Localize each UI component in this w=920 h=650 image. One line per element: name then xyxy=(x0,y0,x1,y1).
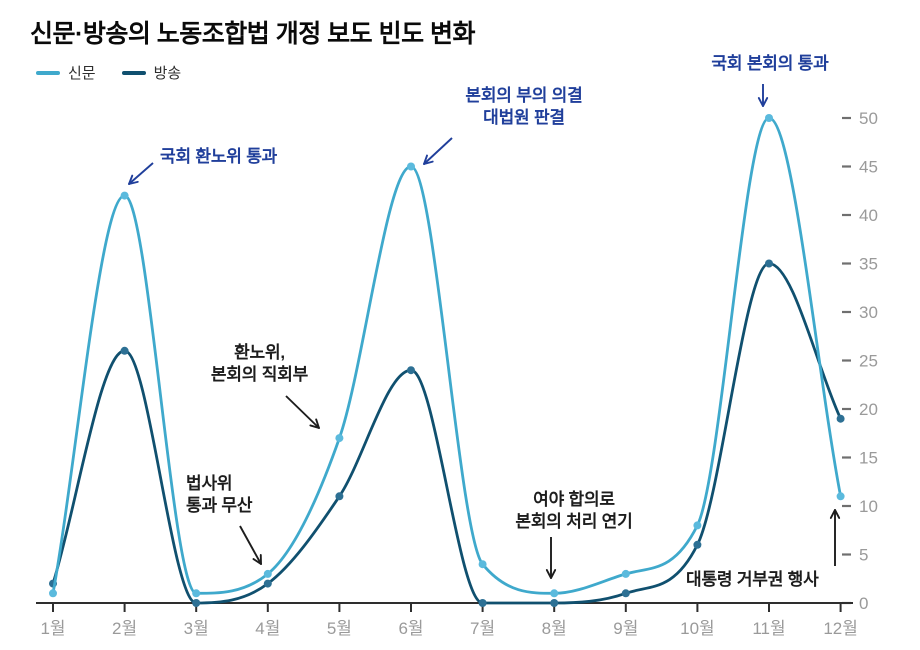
annotation-arrow xyxy=(239,525,262,565)
data-point-신문 xyxy=(550,589,559,598)
annotation-arrowhead xyxy=(423,160,434,165)
annotation-arrowhead xyxy=(128,180,139,185)
x-tick-label: 12월 xyxy=(823,619,858,638)
x-tick-label: 11월 xyxy=(752,619,785,638)
data-point-방송 xyxy=(192,599,201,607)
x-tick-label: 9월 xyxy=(613,619,638,638)
y-tick-label: 30 xyxy=(859,303,878,322)
annotation-arrowhead xyxy=(252,558,262,565)
y-tick-label: 10 xyxy=(859,497,878,516)
newspaper-line-swatch xyxy=(36,70,60,75)
annotation-arrowhead xyxy=(128,174,134,185)
y-tick-label: 45 xyxy=(859,158,878,177)
data-point-신문 xyxy=(49,589,57,598)
y-tick-label: 35 xyxy=(859,255,878,274)
data-point-방송 xyxy=(478,599,487,607)
data-point-신문 xyxy=(478,560,487,569)
series-line-방송 xyxy=(51,262,842,605)
legend-item-broadcast: 방송 xyxy=(121,62,182,83)
data-point-신문 xyxy=(335,434,344,443)
y-tick-label: 0 xyxy=(859,594,868,613)
x-tick-label: 8월 xyxy=(542,619,567,638)
data-point-방송 xyxy=(550,599,559,607)
data-point-신문 xyxy=(765,114,773,122)
legend: 신문 방송 xyxy=(36,62,181,83)
data-point-신문 xyxy=(693,521,702,530)
data-point-신문 xyxy=(621,569,630,578)
y-tick-label: 20 xyxy=(859,400,878,419)
data-point-신문 xyxy=(407,162,415,171)
data-point-방송 xyxy=(765,259,773,268)
data-point-방송 xyxy=(836,414,845,423)
legend-label-broadcast: 방송 xyxy=(153,65,182,82)
y-tick-label: 40 xyxy=(859,206,878,225)
annotation-arrowhead xyxy=(757,97,764,107)
annotation-arrow xyxy=(423,137,453,165)
y-tick-label: 5 xyxy=(859,546,868,565)
annotation-arrowhead xyxy=(834,509,841,519)
annotation-cheori-yeongi: 여야 합의로 본회의 처리 연기 xyxy=(515,490,633,532)
data-point-방송 xyxy=(693,540,702,549)
data-point-방송 xyxy=(621,589,630,598)
annotation-arrowhead xyxy=(829,509,836,519)
y-tick-label: 50 xyxy=(859,109,878,128)
annotation-arrowhead xyxy=(309,424,320,429)
x-tick-label: 3월 xyxy=(184,619,209,638)
x-tick-label: 7월 xyxy=(470,619,495,638)
annotation-arrowhead xyxy=(550,569,557,579)
data-point-신문 xyxy=(836,492,845,501)
data-point-방송 xyxy=(263,579,272,588)
annotation-bonhoeui-pass: 국회 본회의 통과 xyxy=(711,54,829,73)
annotation-arrowhead xyxy=(762,97,769,107)
x-tick-label: 1월 xyxy=(40,619,65,638)
data-point-신문 xyxy=(120,191,129,200)
data-point-방송 xyxy=(335,492,344,501)
annotation-arrowhead xyxy=(423,154,428,165)
annotation-arrow xyxy=(285,395,320,429)
legend-item-newspaper: 신문 xyxy=(36,62,96,83)
y-tick-label: 25 xyxy=(859,352,878,371)
x-tick-label: 10월 xyxy=(680,619,715,638)
chart-title: 신문·방송의 노동조합법 개정 보도 빈도 변화 xyxy=(30,20,476,48)
annotation-geobukwon: 대통령 거부권 행사 xyxy=(686,570,819,589)
data-point-신문 xyxy=(192,589,201,598)
annotation-arrow xyxy=(128,162,154,185)
annotation-beopsawi-musan: 법사위 통과 무산 xyxy=(186,474,253,516)
x-tick-label: 6월 xyxy=(398,619,423,638)
data-point-신문 xyxy=(263,569,272,578)
broadcast-line-swatch xyxy=(121,70,146,75)
annotation-bonhoeui-buui: 본회의 부의 의결 대법원 판결 xyxy=(465,86,583,128)
data-point-방송 xyxy=(407,366,415,375)
series-line-신문 xyxy=(51,116,842,595)
y-tick-label: 15 xyxy=(859,449,878,468)
x-tick-label: 4월 xyxy=(255,619,280,638)
annotation-arrowhead xyxy=(315,418,320,429)
annotation-hwannowi-pass: 국회 환노위 통과 xyxy=(160,147,278,166)
x-tick-label: 5월 xyxy=(327,619,352,638)
x-tick-label: 2월 xyxy=(112,619,137,638)
data-point-방송 xyxy=(120,346,129,355)
annotation-jikhoebu: 환노위, 본회의 직회부 xyxy=(210,343,309,385)
annotation-arrowhead xyxy=(545,569,552,579)
legend-label-newspaper: 신문 xyxy=(68,65,96,82)
